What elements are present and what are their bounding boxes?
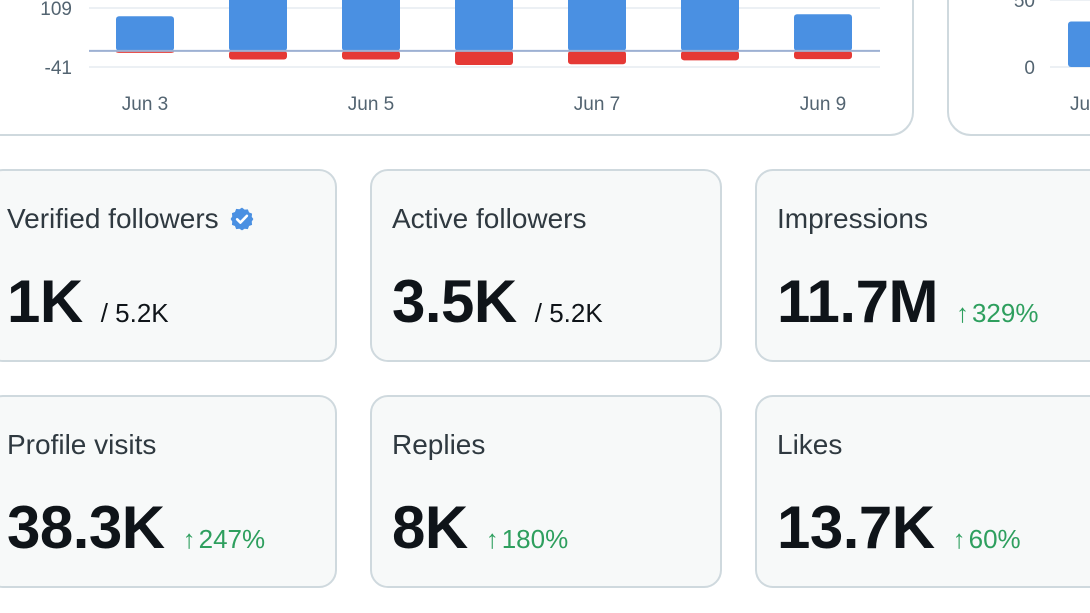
bar-negative: [794, 50, 852, 60]
x-tick-label: Ju: [1070, 94, 1090, 115]
bar-negative: [229, 50, 287, 60]
stat-title: Impressions: [777, 203, 928, 235]
stat-card-verified-followers[interactable]: Verified followers 1K / 5.2K: [0, 169, 337, 362]
stat-card-profile-visits[interactable]: Profile visits 38.3K ↑ 247%: [0, 395, 337, 588]
stat-title: Replies: [392, 429, 485, 461]
secondary-chart: 50 0 Ju: [1014, 0, 1090, 115]
stat-value: 8K: [392, 494, 468, 561]
stat-title-text: Verified followers: [7, 203, 219, 234]
stat-value-row: 8K ↑ 180%: [392, 493, 568, 562]
stat-card-replies[interactable]: Replies 8K ↑ 180%: [370, 395, 722, 588]
stat-value-row: 38.3K ↑ 247%: [7, 493, 265, 562]
bar-positive: [342, 0, 400, 51]
x-tick-label: Jun 7: [574, 94, 620, 115]
stat-card-active-followers[interactable]: Active followers 3.5K / 5.2K: [370, 169, 722, 362]
stat-title-text: Profile visits: [7, 429, 157, 460]
arrow-up-icon: ↑: [955, 298, 969, 328]
daily-followers-chart-card: 109 -41 Jun 3 Jun 5 Jun 7 Jun 9: [0, 0, 914, 136]
stat-value-row: 13.7K ↑ 60%: [777, 493, 1021, 562]
stat-total: / 5.2K: [100, 298, 169, 328]
stat-title: Profile visits: [7, 429, 156, 461]
bar-positive: [116, 16, 174, 51]
y-tick-label: 0: [1024, 58, 1035, 79]
bar-positive: [229, 0, 287, 51]
y-tick-label: 109: [40, 0, 72, 20]
y-tick-label: 50: [1014, 0, 1035, 12]
bar-negative: [342, 50, 400, 60]
verified-badge-icon: [230, 207, 254, 231]
bar-negative: [568, 50, 626, 65]
stat-change-value: 247%: [198, 524, 266, 554]
x-tick-label: Jun 3: [122, 94, 168, 115]
stat-title-text: Likes: [777, 429, 843, 460]
secondary-chart-card: 50 0 Ju: [947, 0, 1090, 136]
y-tick-label: -41: [45, 58, 72, 79]
stat-total: / 5.2K: [534, 298, 603, 328]
stat-value-row: 1K / 5.2K: [7, 267, 169, 336]
stat-title-text: Replies: [392, 429, 486, 460]
arrow-up-icon: ↑: [485, 524, 499, 554]
bar-positive: [794, 14, 852, 51]
stat-value-row: 11.7M ↑ 329%: [777, 267, 1038, 336]
x-tick-label: Jun 9: [800, 94, 846, 115]
x-tick-label: Jun 5: [348, 94, 394, 115]
stat-value: 38.3K: [7, 494, 165, 561]
stat-change-value: 60%: [968, 524, 1021, 554]
bar-negative: [681, 50, 739, 61]
bar-positive: [455, 0, 513, 51]
stat-value: 13.7K: [777, 494, 935, 561]
daily-followers-chart: 109 -41 Jun 3 Jun 5 Jun 7 Jun 9: [40, 0, 880, 115]
stat-change-value: 180%: [501, 524, 569, 554]
stat-card-impressions[interactable]: Impressions 11.7M ↑ 329%: [755, 169, 1090, 362]
arrow-up-icon: ↑: [952, 524, 966, 554]
stat-value-row: 3.5K / 5.2K: [392, 267, 603, 336]
stat-title-text: Active followers: [392, 203, 587, 234]
stat-change-value: 329%: [971, 298, 1039, 328]
stat-change: ↑ 180%: [486, 524, 569, 555]
stat-title: Likes: [777, 429, 842, 461]
stat-title: Verified followers: [7, 203, 255, 235]
stat-value: 11.7M: [777, 268, 938, 335]
stat-change: ↑ 329%: [956, 298, 1039, 329]
stat-title: Active followers: [392, 203, 587, 235]
bar-negative: [455, 50, 513, 66]
stat-change: ↑ 247%: [183, 524, 266, 555]
stat-change: ↑ 60%: [953, 524, 1021, 555]
bar-positive: [568, 0, 626, 51]
stat-value: 3.5K: [392, 268, 517, 335]
stat-card-likes[interactable]: Likes 13.7K ↑ 60%: [755, 395, 1090, 588]
bar-positive: [1068, 21, 1090, 67]
bar-positive: [681, 0, 739, 51]
arrow-up-icon: ↑: [182, 524, 196, 554]
stat-title-text: Impressions: [777, 203, 928, 234]
stat-value: 1K: [7, 268, 83, 335]
